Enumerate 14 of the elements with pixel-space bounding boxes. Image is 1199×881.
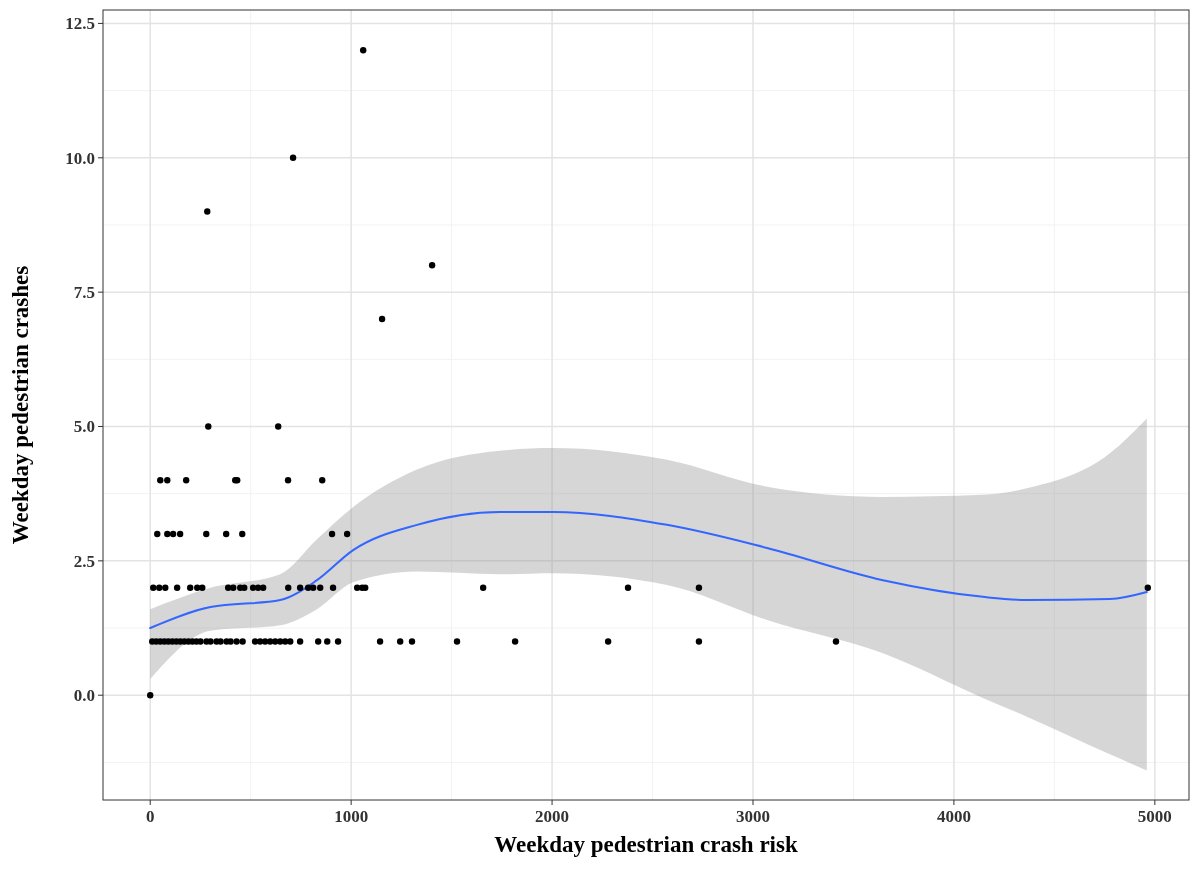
y-tick-label: 10.0 <box>65 148 95 168</box>
x-tick-label: 5000 <box>1137 807 1172 826</box>
x-tick-label: 1000 <box>334 807 369 826</box>
y-tick-label: 2.5 <box>73 551 95 571</box>
y-tick-label: 5.0 <box>73 417 95 437</box>
x-tick-label: 2000 <box>535 807 570 826</box>
x-tick-label: 3000 <box>735 807 770 826</box>
x-tick-label: 0 <box>145 807 155 826</box>
y-axis-title: Weekday pedestrian crashes <box>8 265 33 545</box>
x-axis-title: Weekday pedestrian crash risk <box>494 832 798 857</box>
y-tick-label: 7.5 <box>73 283 95 303</box>
y-tick-label: 12.5 <box>65 14 95 34</box>
x-tick-label: 4000 <box>936 807 971 826</box>
y-tick-label: 0.0 <box>73 686 95 706</box>
